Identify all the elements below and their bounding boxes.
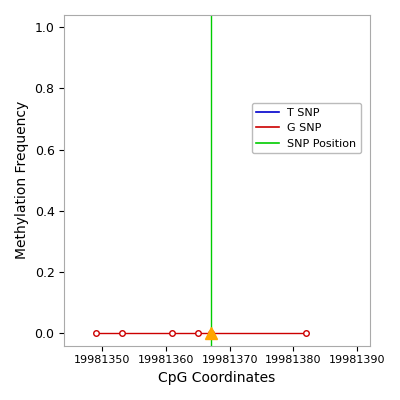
Y-axis label: Methylation Frequency: Methylation Frequency bbox=[15, 101, 29, 260]
X-axis label: CpG Coordinates: CpG Coordinates bbox=[158, 371, 276, 385]
Legend: T SNP, G SNP, SNP Position: T SNP, G SNP, SNP Position bbox=[252, 103, 361, 153]
